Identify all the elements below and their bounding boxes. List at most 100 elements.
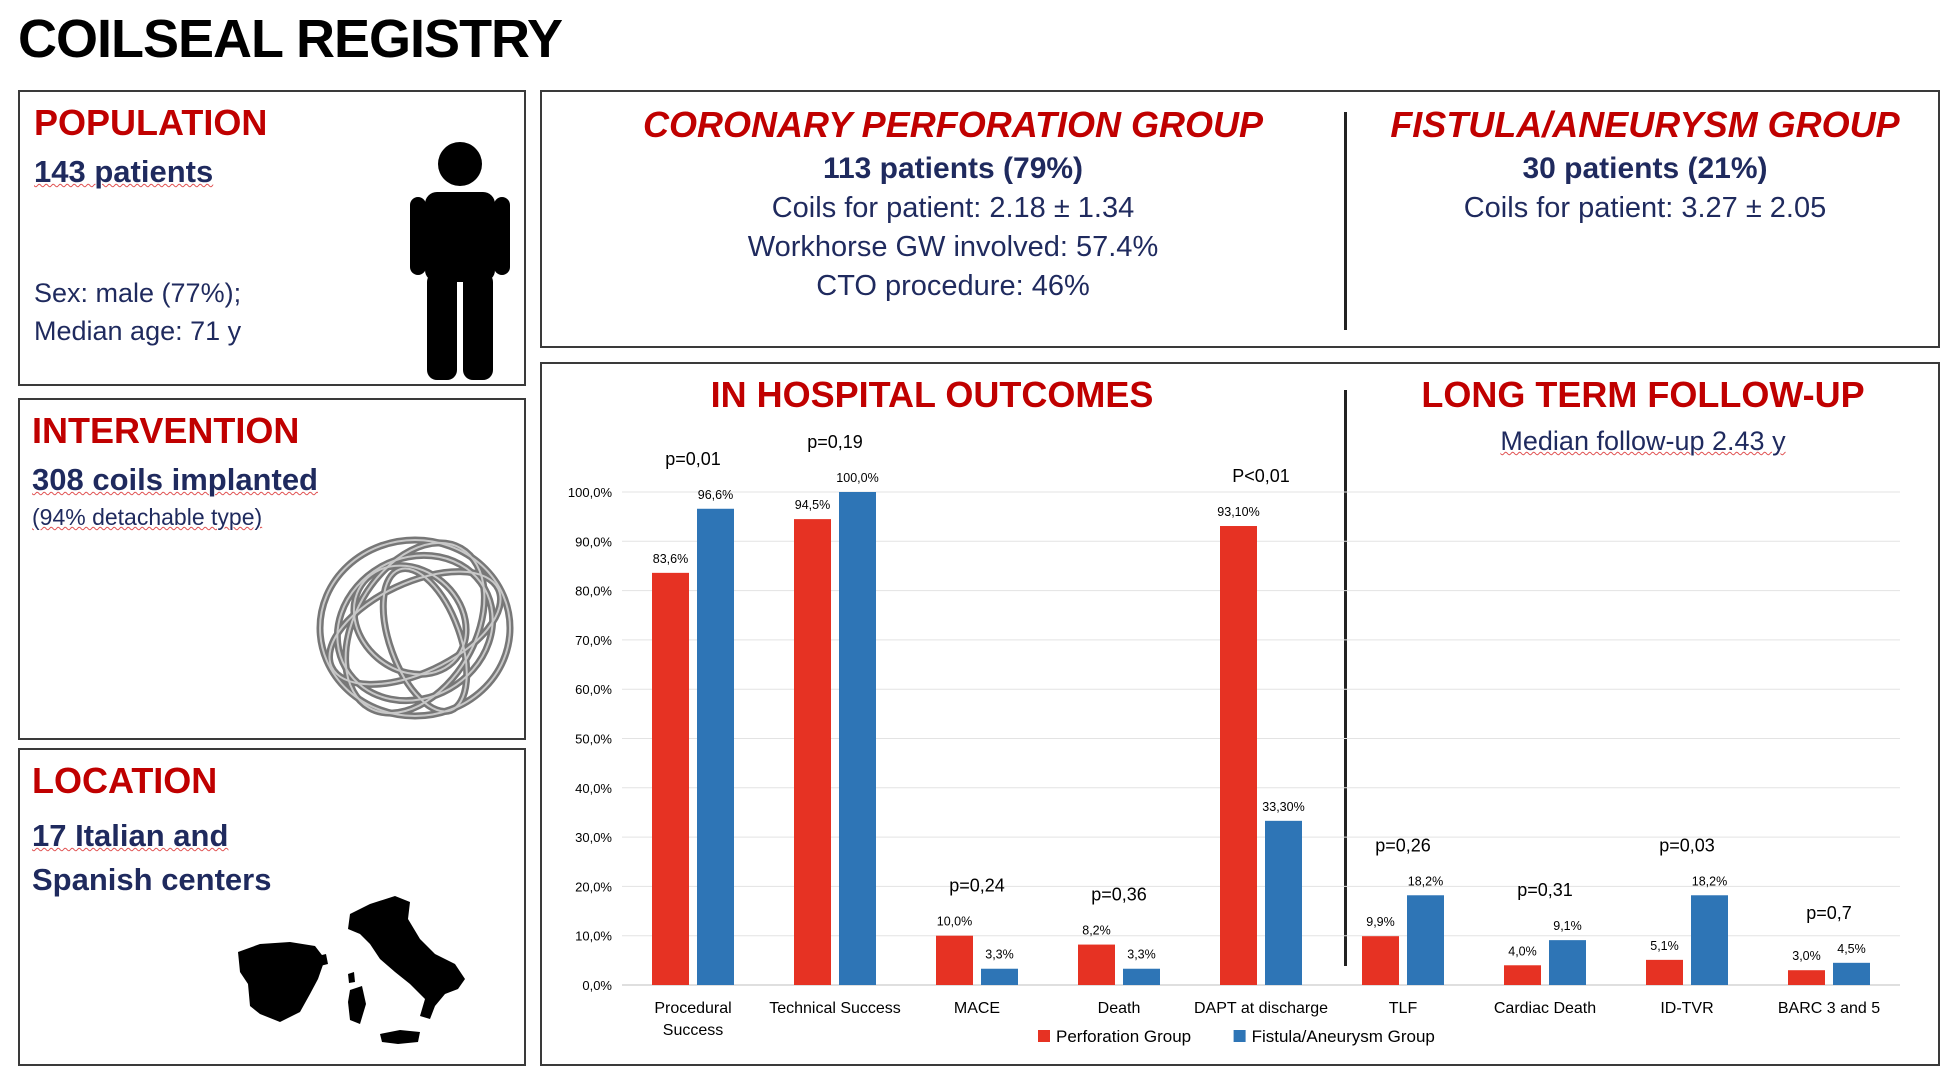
bar-perforation — [1788, 970, 1825, 985]
in-hospital-heading: IN HOSPITAL OUTCOMES — [710, 374, 1154, 415]
groups-divider — [1344, 112, 1347, 330]
data-label: 10,0% — [937, 915, 972, 929]
location-line1-text: 17 Italian and — [32, 818, 229, 853]
x-category-label: Death — [1098, 1000, 1141, 1017]
bar-fistula — [1691, 895, 1728, 985]
coil-icon — [316, 536, 514, 720]
legend-label-fistula: Fistula/Aneurysm Group — [1252, 1027, 1435, 1046]
bar-fistula — [1123, 968, 1160, 985]
legend-swatch-fistula — [1233, 1030, 1246, 1042]
population-sex: Sex: male (77%); — [34, 278, 242, 308]
p-value-label: p=0,7 — [1806, 903, 1852, 923]
bar-fistula — [981, 968, 1018, 985]
data-label: 8,2% — [1082, 924, 1111, 938]
bar-perforation — [1078, 944, 1115, 985]
long-term-heading: LONG TERM FOLLOW-UP — [1421, 374, 1865, 415]
intervention-panel: INTERVENTION 308 coils implanted (94% de… — [18, 398, 526, 740]
page-title: COILSEAL REGISTRY — [18, 9, 563, 69]
data-label: 93,10% — [1217, 505, 1259, 519]
bar-perforation — [1504, 965, 1541, 985]
x-category-label: Success — [663, 1022, 723, 1039]
p-value-label: p=0,36 — [1091, 885, 1147, 905]
data-label: 9,1% — [1553, 919, 1582, 933]
long-term-subheading-text: Median follow-up 2.43 y — [1500, 426, 1786, 456]
y-tick-label: 50,0% — [575, 732, 612, 747]
location-panel: LOCATION 17 Italian and Spanish centers — [18, 748, 526, 1066]
y-tick-label: 100,0% — [568, 485, 613, 500]
data-label: 94,5% — [795, 498, 830, 512]
y-tick-label: 10,0% — [575, 929, 612, 944]
perforation-patients: 113 patients (79%) — [822, 152, 1084, 185]
intervention-detail: (94% detachable type) — [32, 504, 263, 530]
p-value-label: P<0,01 — [1232, 466, 1290, 486]
bar-fistula — [839, 492, 876, 985]
bar-perforation — [936, 935, 973, 985]
bar-perforation — [794, 519, 831, 985]
fistula-heading: FISTULA/ANEURYSM GROUP — [1390, 104, 1900, 145]
y-tick-label: 20,0% — [575, 879, 612, 894]
x-category-label: BARC 3 and 5 — [1778, 1000, 1880, 1017]
bar-perforation — [1220, 526, 1257, 985]
intervention-heading: INTERVENTION — [32, 410, 300, 451]
intervention-coils: 308 coils implanted — [32, 462, 318, 497]
data-label: 100,0% — [836, 471, 878, 485]
x-category-label: TLF — [1389, 1000, 1418, 1017]
location-line1: 17 Italian and — [32, 818, 228, 854]
y-tick-label: 60,0% — [575, 682, 612, 697]
data-label: 5,1% — [1650, 939, 1679, 953]
data-label: 4,5% — [1837, 942, 1866, 956]
x-category-label: Cardiac Death — [1494, 1000, 1596, 1017]
fistula-coils: Coils for patient: 3.27 ± 2.05 — [1463, 192, 1827, 224]
outcomes-bar-chart: 0,0% 10,0% 20,0% 30,0% 40,0% 50,0% 60,0% 70,0% 8… — [568, 432, 1900, 1046]
x-category-label: Procedural — [654, 1000, 731, 1017]
population-count: 143 patients — [34, 154, 214, 189]
spain-italy-map-icon — [238, 896, 465, 1044]
data-label: 4,0% — [1508, 944, 1537, 958]
outcomes-divider — [1344, 390, 1347, 966]
perforation-cto: CTO procedure: 46% — [816, 270, 1090, 302]
y-tick-label: 90,0% — [575, 534, 612, 549]
bar-fistula — [697, 508, 734, 985]
legend-label-perforation: Perforation Group — [1056, 1027, 1191, 1046]
p-value-label: p=0,03 — [1659, 835, 1715, 855]
p-value-label: p=0,01 — [665, 449, 721, 469]
perforation-group: CORONARY PERFORATION GROUP 113 patients … — [542, 104, 1364, 303]
data-label: 3,3% — [1127, 948, 1156, 962]
bar-perforation — [1646, 959, 1683, 985]
x-category-label: Technical Success — [769, 1000, 901, 1017]
data-label: 3,3% — [985, 948, 1014, 962]
y-tick-label: 40,0% — [575, 781, 612, 796]
fistula-patients: 30 patients (21%) — [1522, 152, 1768, 185]
person-icon — [410, 142, 510, 380]
perforation-heading: CORONARY PERFORATION GROUP — [642, 104, 1264, 145]
x-category-label: MACE — [954, 1000, 1000, 1017]
p-value-label: p=0,24 — [949, 876, 1005, 896]
bar-perforation — [652, 572, 689, 985]
data-label: 18,2% — [1692, 874, 1727, 888]
perforation-workhorse: Workhorse GW involved: 57.4% — [747, 231, 1159, 263]
p-value-label: p=0,26 — [1375, 835, 1431, 855]
bar-fistula — [1265, 820, 1302, 985]
bar-fistula — [1833, 962, 1870, 985]
p-value-label: p=0,31 — [1517, 880, 1573, 900]
bar-fistula — [1549, 940, 1586, 985]
legend-swatch-perforation — [1038, 1030, 1050, 1042]
data-label: 83,6% — [653, 552, 688, 566]
location-heading: LOCATION — [32, 760, 218, 801]
y-tick-label: 0,0% — [582, 978, 612, 993]
population-heading: POPULATION — [34, 102, 268, 143]
data-label: 33,30% — [1262, 800, 1304, 814]
data-label: 96,6% — [698, 488, 733, 502]
perforation-coils: Coils for patient: 2.18 ± 1.34 — [771, 192, 1135, 224]
p-value-label: p=0,19 — [807, 432, 863, 452]
y-tick-label: 70,0% — [575, 633, 612, 648]
population-age: Median age: 71 y — [34, 316, 242, 346]
x-category-label: DAPT at discharge — [1194, 1000, 1328, 1017]
long-term-subheading: Median follow-up 2.43 y — [1346, 426, 1940, 457]
data-label: 3,0% — [1792, 949, 1821, 963]
y-tick-label: 80,0% — [575, 584, 612, 599]
bar-fistula — [1407, 895, 1444, 985]
data-label: 9,9% — [1366, 915, 1395, 929]
population-panel: POPULATION 143 patients Sex: male (77%);… — [18, 90, 526, 386]
fistula-group: FISTULA/ANEURYSM GROUP 30 patients (21%)… — [1350, 104, 1940, 225]
